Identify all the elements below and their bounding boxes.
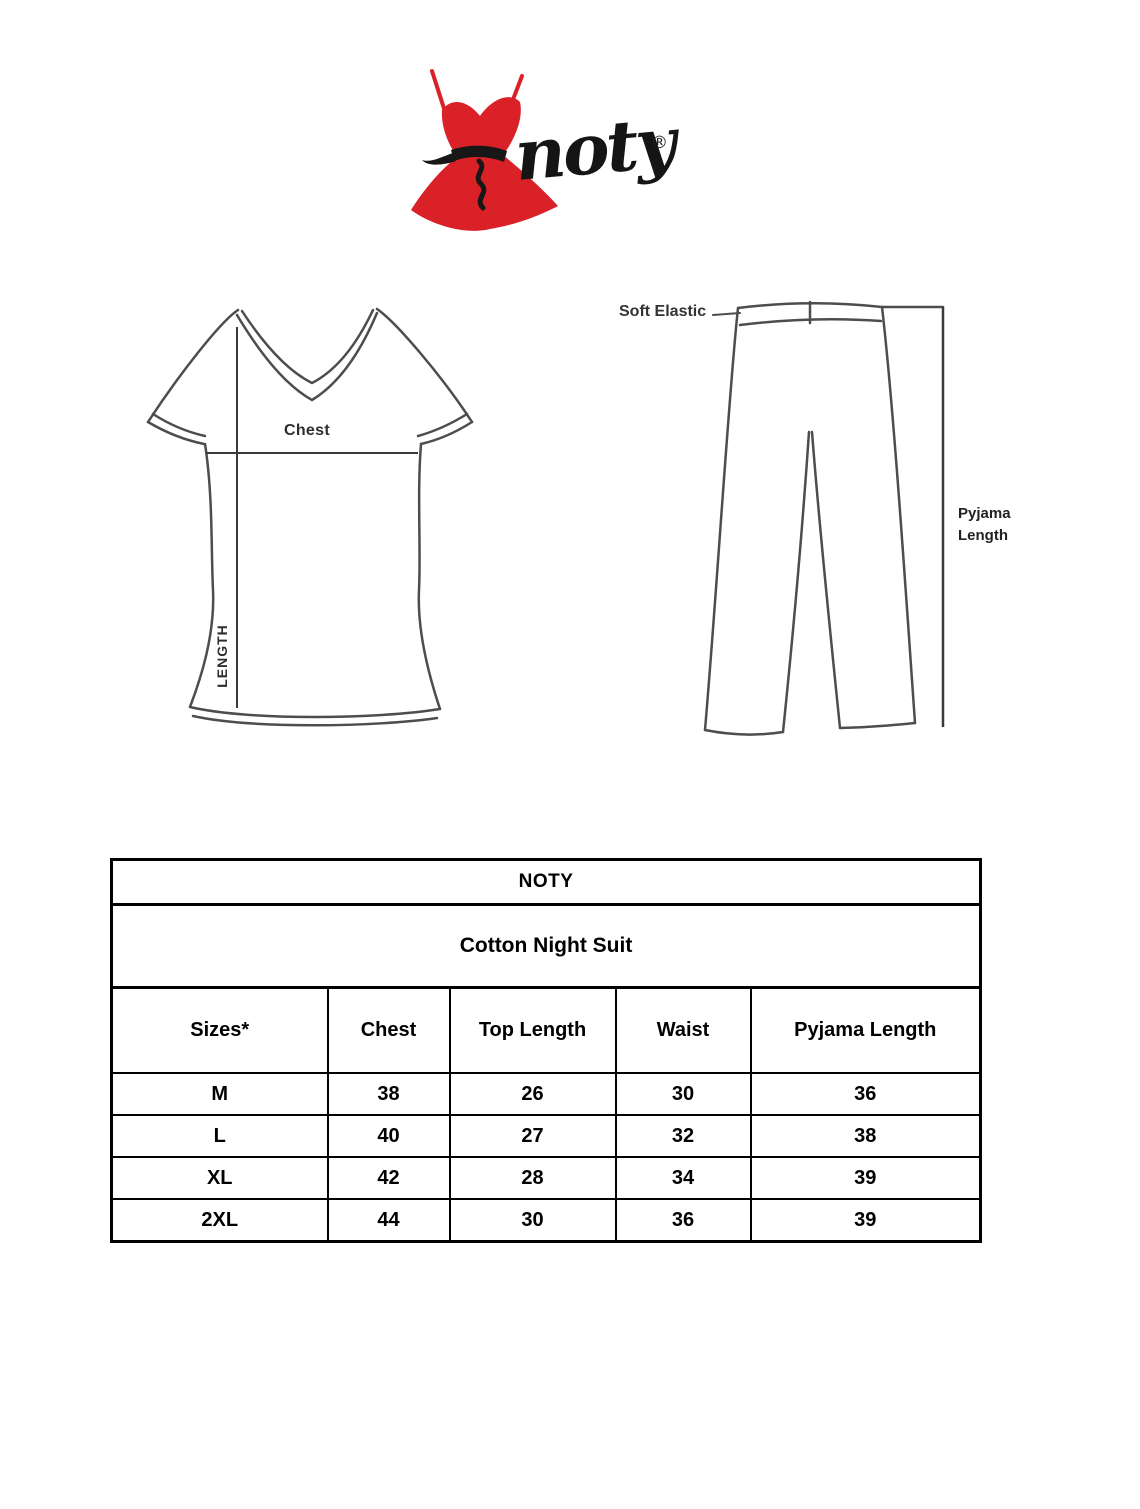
chest-measure-label: Chest — [284, 422, 330, 439]
registered-trademark-icon: ® — [651, 133, 668, 153]
pyjama-length-label: Pyjama Length — [958, 505, 1011, 544]
chest-cell: 44 — [326, 1198, 451, 1243]
table-product-row: Cotton Night Suit — [110, 903, 982, 989]
noty-logo-graphic: noty ® — [411, 69, 684, 231]
length-measure-label: LENGTH — [214, 624, 230, 688]
noty-wordmark: noty — [511, 100, 684, 197]
waist-cell: 30 — [614, 1072, 752, 1116]
table-row-l: L 40 27 32 38 — [110, 1114, 982, 1158]
pyjama-outline-drawing — [703, 300, 945, 736]
table-brand-title: NOTY — [110, 858, 982, 906]
soft-elastic-pointer-line — [712, 312, 741, 316]
pyjama-length-cell: 38 — [749, 1114, 982, 1158]
size-cell: 2XL — [110, 1198, 329, 1243]
size-cell: XL — [110, 1156, 329, 1200]
table-product-title: Cotton Night Suit — [110, 903, 982, 989]
pyjama-length-cell: 39 — [749, 1198, 982, 1243]
chest-cell: 38 — [326, 1072, 451, 1116]
pyjama-length-cell: 36 — [749, 1072, 982, 1116]
table-brand-row: NOTY — [110, 858, 982, 906]
waist-cell: 34 — [614, 1156, 752, 1200]
top-length-cell: 30 — [448, 1198, 617, 1243]
top-length-cell: 27 — [448, 1114, 617, 1158]
red-dress-icon — [411, 69, 558, 231]
table-row-xl: XL 42 28 34 39 — [110, 1156, 982, 1200]
tshirt-diagram — [120, 280, 520, 760]
waist-cell: 36 — [614, 1198, 752, 1243]
waist-cell: 32 — [614, 1114, 752, 1158]
top-length-cell: 28 — [448, 1156, 617, 1200]
chest-cell: 40 — [326, 1114, 451, 1158]
size-cell: M — [110, 1072, 329, 1116]
noty-logo: noty ® — [395, 58, 695, 243]
column-header-waist: Waist — [614, 986, 752, 1074]
top-length-cell: 26 — [448, 1072, 617, 1116]
column-header-sizes: Sizes* — [110, 986, 329, 1074]
size-cell: L — [110, 1114, 329, 1158]
table-row-2xl: 2XL 44 30 36 39 — [110, 1198, 982, 1243]
chest-cell: 42 — [326, 1156, 451, 1200]
table-row-m: M 38 26 30 36 — [110, 1072, 982, 1116]
tshirt-outline-drawing — [146, 307, 474, 727]
table-header-row: Sizes* Chest Top Length Waist Pyjama Len… — [110, 986, 982, 1074]
column-header-chest: Chest — [326, 986, 451, 1074]
pyjama-diagram — [600, 280, 1040, 760]
soft-elastic-label: Soft Elastic — [619, 303, 707, 320]
column-header-pyjama-length: Pyjama Length — [749, 986, 982, 1074]
size-chart-table: NOTY Cotton Night Suit Sizes* Chest Top … — [110, 858, 983, 1243]
column-header-top-length: Top Length — [448, 986, 617, 1074]
pyjama-length-cell: 39 — [749, 1156, 982, 1200]
